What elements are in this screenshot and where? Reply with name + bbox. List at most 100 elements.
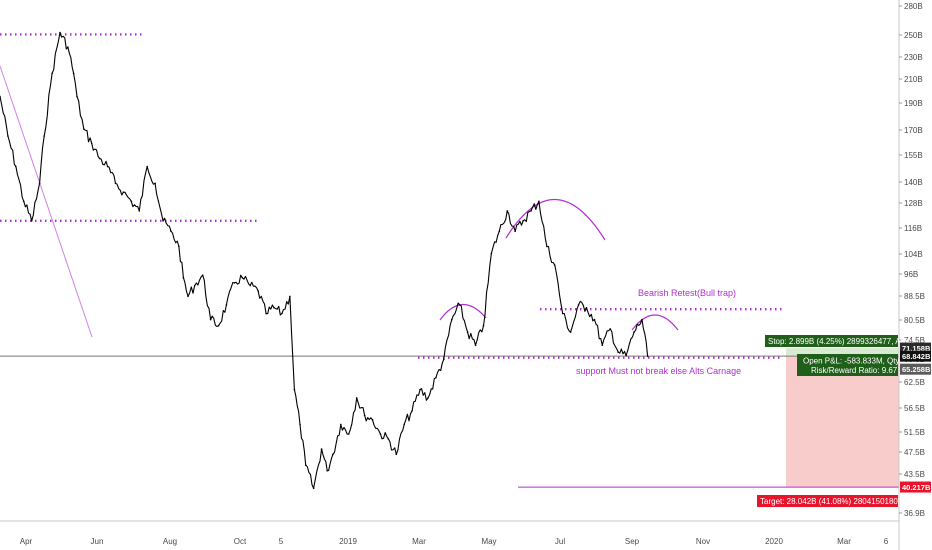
price-series-line bbox=[0, 32, 649, 489]
data-point bbox=[217, 324, 220, 327]
data-point bbox=[593, 318, 596, 321]
data-point bbox=[312, 487, 315, 490]
pnl-box[interactable]: Open P&L: -583.833M, Qty: 0 Risk/Reward … bbox=[797, 354, 909, 376]
pnl-box-text: Open P&L: -583.833M, Qty: 0 bbox=[803, 357, 909, 366]
x-tick-label: May bbox=[481, 537, 496, 546]
data-point bbox=[506, 210, 509, 212]
data-point bbox=[201, 274, 204, 276]
data-point bbox=[22, 200, 25, 203]
stop-box[interactable]: Stop: 2.899B (4.25%) 2899326477, Amo bbox=[765, 335, 912, 347]
data-point bbox=[601, 344, 604, 347]
data-point bbox=[538, 200, 540, 203]
x-tick-label: Nov bbox=[696, 537, 710, 546]
y-tick-label: 51.5B bbox=[904, 428, 925, 437]
data-point bbox=[419, 388, 421, 391]
x-tick-label: 6 bbox=[884, 537, 889, 546]
data-point bbox=[90, 142, 93, 145]
data-point bbox=[435, 376, 437, 379]
y-tick-label: 74.5B bbox=[904, 336, 925, 345]
x-tick-label: 2020 bbox=[765, 537, 783, 546]
data-point bbox=[170, 230, 172, 233]
data-point bbox=[7, 135, 9, 137]
levels-layer bbox=[0, 33, 899, 488]
data-point bbox=[106, 165, 109, 168]
data-point bbox=[193, 284, 196, 287]
data-point bbox=[299, 423, 301, 426]
data-point bbox=[641, 318, 643, 321]
data-point bbox=[498, 230, 501, 233]
y-tick-label: 280B bbox=[904, 2, 923, 11]
bearish-retest-annotation: Bearish Retest(Bull trap) bbox=[638, 288, 736, 298]
data-point bbox=[187, 295, 189, 298]
data-point bbox=[522, 220, 524, 222]
y-tick-label: 36.9B bbox=[904, 509, 925, 518]
data-point bbox=[395, 453, 398, 456]
trend-line[interactable] bbox=[0, 65, 93, 338]
x-tick-label: Jul bbox=[555, 537, 565, 546]
data-point bbox=[320, 448, 323, 450]
y-tick-label: 210B bbox=[904, 75, 923, 84]
data-point bbox=[138, 210, 141, 212]
x-tick-label: 2019 bbox=[339, 537, 357, 546]
data-point bbox=[146, 165, 148, 168]
data-point bbox=[209, 318, 212, 321]
data-point bbox=[76, 95, 78, 98]
data-point bbox=[474, 344, 477, 347]
data-point bbox=[561, 312, 564, 315]
data-point bbox=[273, 306, 275, 309]
data-point bbox=[530, 210, 532, 212]
x-tick-label: Oct bbox=[234, 537, 247, 546]
pattern-arcs-layer bbox=[439, 199, 679, 331]
data-point bbox=[15, 165, 17, 168]
data-point bbox=[114, 182, 117, 185]
data-point bbox=[67, 46, 69, 48]
x-tick-label: Sep bbox=[625, 537, 640, 546]
y-tick-label: 190B bbox=[904, 99, 923, 108]
left-shoulder-arc[interactable] bbox=[439, 303, 487, 321]
data-point bbox=[387, 438, 390, 440]
loss-zone bbox=[786, 356, 899, 488]
data-point bbox=[51, 72, 53, 75]
data-point bbox=[482, 324, 485, 327]
data-point bbox=[427, 397, 429, 399]
data-point bbox=[546, 245, 548, 248]
data-point bbox=[569, 331, 572, 333]
target-box[interactable]: Target: 28.042B (41.08%) 28041501807, Am bbox=[757, 495, 919, 507]
price-tag-label: 40.217B bbox=[902, 483, 931, 492]
data-point bbox=[355, 397, 358, 399]
y-tick-label: 170B bbox=[904, 126, 923, 135]
loss-zone-layer bbox=[786, 348, 899, 488]
target-box-text: Target: 28.042B (41.08%) 28041501807, Am bbox=[760, 497, 919, 506]
data-point bbox=[646, 355, 649, 357]
y-tick-label: 43.5B bbox=[904, 470, 925, 479]
price-tag bbox=[900, 363, 931, 375]
right-shoulder-arc[interactable] bbox=[631, 314, 679, 331]
price-tag-label: 71.158B bbox=[902, 344, 931, 353]
data-point bbox=[72, 72, 75, 75]
y-tick-label: 230B bbox=[904, 53, 923, 62]
price-tag-label: 65.258B bbox=[902, 365, 931, 374]
data-point bbox=[0, 95, 1, 98]
y-tick-label: 250B bbox=[904, 31, 923, 40]
y-tick-label: 47.5B bbox=[904, 448, 925, 457]
data-point bbox=[162, 220, 164, 222]
y-tick-label: 104B bbox=[904, 250, 923, 259]
data-point bbox=[553, 264, 556, 267]
data-point bbox=[347, 433, 350, 435]
data-point bbox=[411, 410, 413, 412]
x-tick-label: 5 bbox=[279, 537, 284, 546]
head-arc[interactable] bbox=[505, 199, 606, 241]
data-point bbox=[293, 388, 296, 391]
data-point bbox=[326, 469, 329, 472]
data-point bbox=[403, 423, 406, 426]
y-tick-label: 96B bbox=[904, 270, 918, 279]
y-tick-label: 80.5B bbox=[904, 316, 925, 325]
price-tag bbox=[900, 342, 931, 354]
data-point bbox=[59, 31, 61, 34]
data-point bbox=[257, 290, 259, 292]
support-annotation: support Must not break else Alts Carnage bbox=[576, 366, 741, 376]
data-point bbox=[82, 128, 85, 130]
data-point bbox=[625, 354, 627, 357]
